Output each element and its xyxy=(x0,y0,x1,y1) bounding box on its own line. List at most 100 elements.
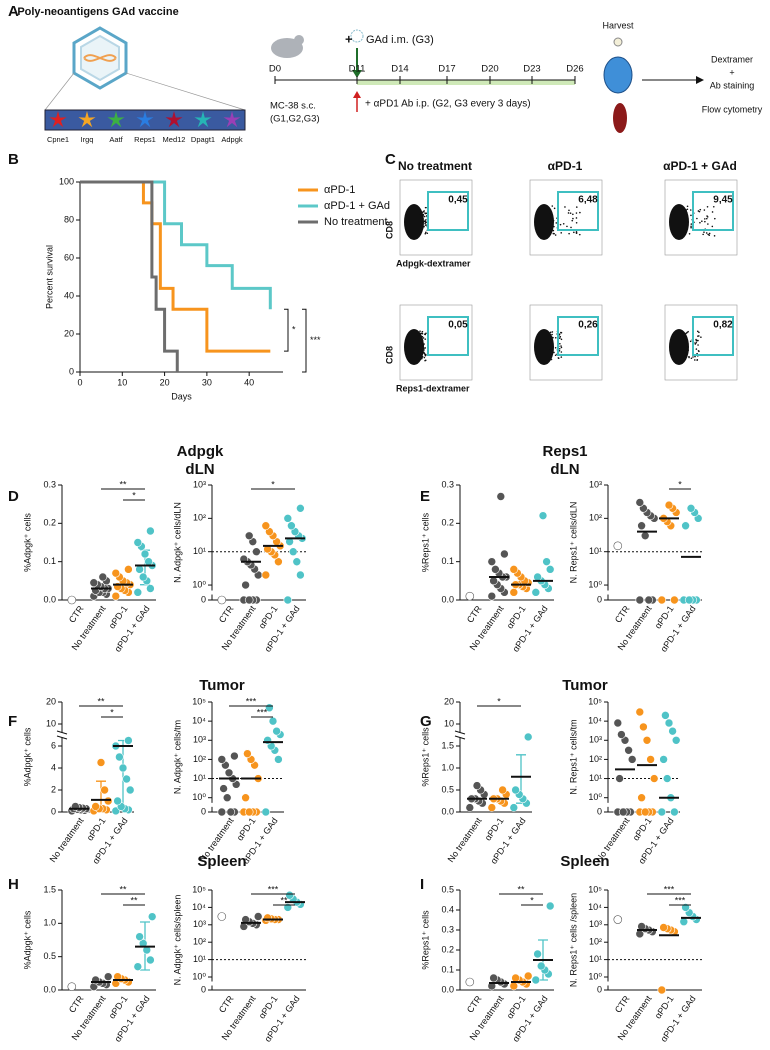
section-title: Adpgk xyxy=(177,443,224,460)
data-point xyxy=(135,932,144,941)
y-tick-label: 0.0 xyxy=(441,594,454,604)
y-tick-label: 10⁴ xyxy=(588,716,602,726)
data-point xyxy=(657,595,667,605)
data-point xyxy=(635,498,645,507)
y-tick-label: 2 xyxy=(51,784,56,794)
data-point xyxy=(489,973,498,983)
cell-dot xyxy=(687,349,690,351)
data-point xyxy=(684,595,694,605)
flow-column-title: αPD-1 xyxy=(548,159,583,173)
cell-dot xyxy=(423,210,425,212)
cell-dot xyxy=(421,216,424,219)
cell-dot xyxy=(700,336,702,338)
cell-dot xyxy=(423,351,425,354)
cell-dot xyxy=(421,332,423,335)
y-tick-label: 10³ xyxy=(589,735,602,745)
y-tick-label: 10² xyxy=(589,513,602,523)
cell-dot xyxy=(707,233,709,236)
data-point xyxy=(283,514,293,523)
significance-label: *** xyxy=(675,895,686,905)
significance-label: ** xyxy=(130,895,138,905)
data-point xyxy=(296,570,305,580)
gate xyxy=(692,191,734,231)
data-point xyxy=(224,768,234,778)
data-point xyxy=(241,580,250,590)
cell-dot xyxy=(554,346,557,349)
data-point xyxy=(657,985,667,995)
data-point xyxy=(100,785,109,795)
data-point xyxy=(640,531,650,541)
y-axis-label: N. Adpgk⁺ cells/tm xyxy=(172,720,182,794)
y-tick-label: 0 xyxy=(201,594,206,604)
cell-dot xyxy=(698,335,700,337)
y-axis-label: %Adpgk⁺ cells xyxy=(22,727,32,786)
y-tick-label: 0.2 xyxy=(441,944,454,954)
data-point xyxy=(222,793,232,803)
x-tick-label: αPD-1 xyxy=(235,816,258,843)
y-axis-label: %Reps1⁺ cells xyxy=(420,512,430,572)
axis-break-mark xyxy=(56,735,68,740)
y-tick-label: 0 xyxy=(597,806,602,816)
data-point xyxy=(686,504,696,513)
cell-dot xyxy=(419,213,422,216)
y-tick-label: 10³ xyxy=(193,479,206,489)
data-point xyxy=(111,568,121,578)
flow-ylabel: CD8 xyxy=(384,346,394,364)
cell-dot xyxy=(579,211,581,214)
cell-dot xyxy=(575,231,578,233)
x-tick-label: αPD-1 xyxy=(257,604,280,631)
cell-dot xyxy=(553,225,555,228)
data-point xyxy=(642,735,652,745)
y-tick-label: 10⁰ xyxy=(192,579,206,589)
vaccine-title: Poly-neoantigens GAd vaccine xyxy=(17,6,178,18)
day-label: D26 xyxy=(566,64,583,75)
y-axis-label: Percent survival xyxy=(44,245,54,309)
x-tick-label: CTR xyxy=(67,603,86,624)
cell-dot xyxy=(689,209,692,211)
data-point xyxy=(661,711,670,720)
cell-dot xyxy=(695,339,698,342)
data-point xyxy=(640,807,650,817)
cell-dot xyxy=(571,219,574,222)
cell-dot xyxy=(713,235,716,237)
cell-dot xyxy=(690,225,692,228)
cell-cloud xyxy=(404,329,424,365)
cell-dot xyxy=(692,356,694,358)
data-point xyxy=(659,755,668,764)
data-point xyxy=(649,774,659,783)
y-axis-label: %Adpgk⁺ cells xyxy=(22,910,32,969)
guide-line xyxy=(125,72,246,111)
data-point xyxy=(664,500,674,510)
y-tick-label: 10¹ xyxy=(589,954,602,964)
cell-dot xyxy=(424,206,427,209)
x-tick-label: αPD-1 xyxy=(653,994,676,1021)
cell-dot xyxy=(421,350,423,353)
data-point xyxy=(639,722,648,732)
data-point xyxy=(261,521,271,531)
cell-dot xyxy=(424,222,426,225)
cell-dot xyxy=(424,338,427,340)
data-point xyxy=(268,716,278,726)
cell-dot xyxy=(566,225,568,228)
spleen-icon xyxy=(613,103,627,133)
x-axis-label: Days xyxy=(171,391,192,401)
data-point xyxy=(637,793,646,803)
cell-dot xyxy=(686,212,688,214)
day-label: D23 xyxy=(523,64,540,75)
cell-dot xyxy=(575,232,578,235)
flow-column-title: αPD-1 + GAd xyxy=(663,159,737,173)
data-point xyxy=(124,736,133,745)
y-tick-label: 0.5 xyxy=(441,784,454,794)
y-tick-label: 0.1 xyxy=(441,964,454,974)
data-point xyxy=(545,901,555,911)
gene-label: Med12 xyxy=(163,135,186,144)
cell-dot xyxy=(688,232,691,235)
cell-dot xyxy=(712,205,715,208)
gene-star xyxy=(78,111,96,128)
cell-dot xyxy=(423,215,426,218)
cell-dot xyxy=(421,330,424,333)
cell-dot xyxy=(551,331,554,333)
y-tick-label: 10¹ xyxy=(193,546,206,556)
cell-dot xyxy=(705,217,708,220)
flow-column-title: No treatment xyxy=(398,159,472,173)
